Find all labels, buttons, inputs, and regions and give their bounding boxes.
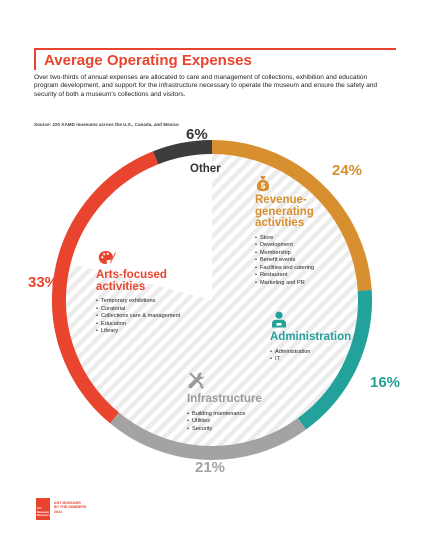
list-item: Collections care & management [96,313,180,321]
arts-block: Arts-focused activities Temporary exhibi… [96,269,180,336]
footer-publication: ART MUSEUMS BY THE NUMBERS 2024 [54,501,86,514]
list-item: Development [255,242,314,250]
page-title: Average Operating Expenses [44,52,252,69]
list-item: Restaurant [255,272,314,280]
list-item: Membership [255,250,314,258]
list-item: Building maintenance [187,411,262,419]
tools-icon [188,372,204,389]
administration-heading: Administration [270,331,352,343]
arts-heading-line: activities [96,280,146,293]
list-item: Utilities [187,418,262,426]
infrastructure-heading: Infrastructure [187,393,262,405]
svg-text:$: $ [261,182,266,191]
administration-percent-label: 16% [370,374,401,391]
revenue-item-list: Store Development Membership Benefit eve… [255,235,314,288]
intro-text: Over two-thirds of annual expenses are a… [34,74,378,98]
list-item: Store [255,235,314,243]
footer-line: BY THE NUMBERS [54,505,87,510]
list-item: Administration [270,349,351,357]
other-block: Other [190,163,221,176]
logo-text: Museum [37,509,50,514]
person-icon [272,311,286,328]
palette-icon [98,251,116,264]
administration-block: Administration Administration IT [270,331,352,364]
footer-line: ART MUSEUMS [54,501,81,505]
list-item: Library [96,328,180,336]
aamd-logo: Art Museum Directors [36,498,50,520]
administration-slice [297,289,372,430]
source-note: Source: 220 AAMD museums across the U.S.… [34,122,179,127]
list-item: Temporary exhibitions [96,298,180,306]
list-item: IT [270,356,351,364]
administration-item-list: Administration IT [270,349,351,364]
infrastructure-percent-label: 21% [195,459,226,476]
revenue-heading-line: activities [255,217,305,229]
other-percent-label: 6% [186,126,208,143]
arts-percent-label: 33% [28,274,59,291]
list-item: Education [96,321,180,329]
revenue-heading-line: generating [255,205,314,218]
revenue-percent-label: 24% [332,162,363,179]
infrastructure-block: Infrastructure Building maintenance Util… [187,393,262,434]
list-item: Marketing and PR [255,280,314,288]
infrastructure-item-list: Building maintenance Utilities Security [187,411,262,434]
other-heading: Other [190,163,221,175]
infrastructure-slice [110,412,307,460]
list-item: Facilities and catering [255,265,314,273]
footer-line: 2024 [54,509,62,514]
other-slice [153,140,213,165]
list-item: Security [187,426,262,434]
revenue-block: Revenue- generating activities Store Dev… [255,194,314,288]
logo-text: Directors [37,513,51,517]
arts-heading-line: Arts-focused [96,269,167,281]
revenue-heading: Revenue- generating activities [255,194,314,230]
money-bag-icon: $ [256,176,270,192]
revenue-heading-line: Revenue- [255,194,307,206]
arts-slice [52,151,159,424]
logo-text: Art [37,506,42,510]
list-item: Benefit events [255,257,314,265]
title-frame [34,48,396,70]
arts-item-list: Temporary exhibitions Curatorial Collect… [96,298,180,336]
arts-heading: Arts-focused activities [96,269,180,293]
revenue-slice [211,140,372,291]
list-item: Curatorial [96,306,180,314]
